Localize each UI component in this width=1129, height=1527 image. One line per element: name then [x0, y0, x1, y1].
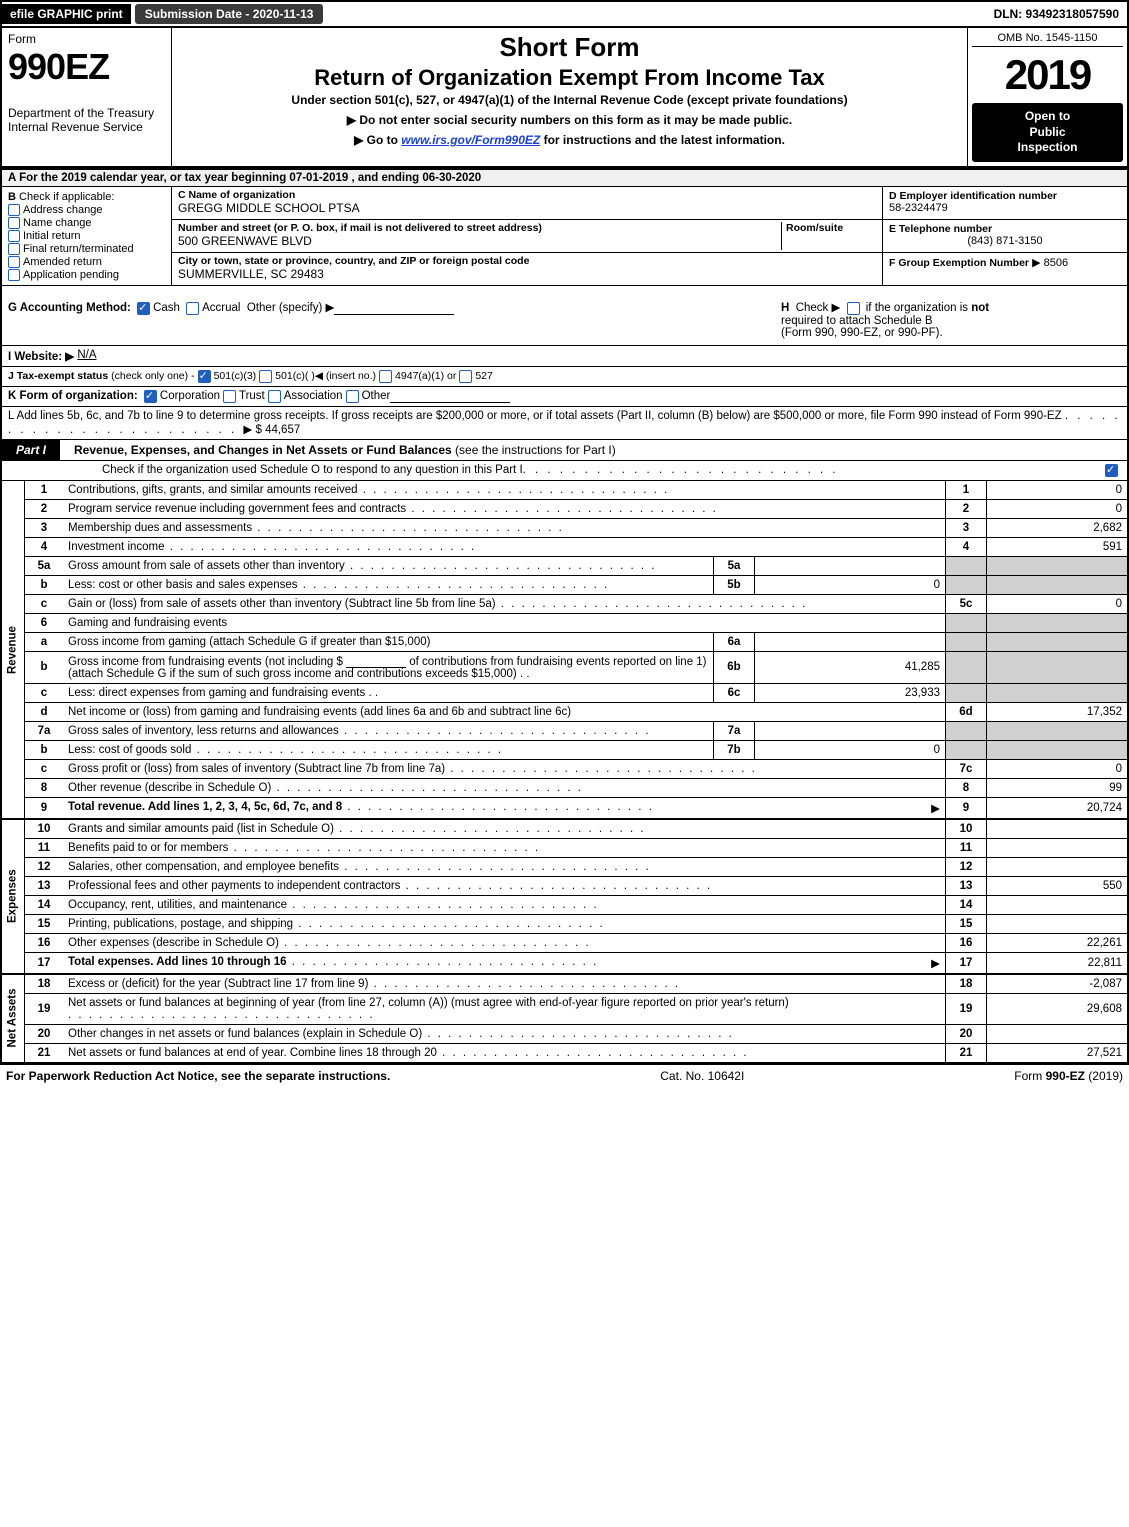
part1-header: Part I Revenue, Expenses, and Changes in…	[0, 440, 1129, 461]
table-row: 19 Net assets or fund balances at beginn…	[1, 993, 1128, 1024]
under-section-text: Under section 501(c), 527, or 4947(a)(1)…	[178, 93, 961, 107]
checkbox-icon[interactable]	[268, 390, 281, 403]
header-left: Form 990EZ Department of the Treasury In…	[2, 28, 172, 166]
revenue-side-label: Revenue	[1, 481, 25, 819]
ein-value: 58-2324479	[889, 202, 1121, 214]
table-row: 9 Total revenue. Add lines 1, 2, 3, 4, 5…	[1, 797, 1128, 819]
submission-date-label: Submission Date - 2020-11-13	[135, 4, 324, 24]
table-row: Net Assets 18 Excess or (deficit) for th…	[1, 974, 1128, 994]
checkbox-icon[interactable]	[379, 370, 392, 383]
table-row: 7a Gross sales of inventory, less return…	[1, 721, 1128, 740]
part1-badge: Part I	[2, 440, 60, 460]
part1-lines-table: Revenue 1 Contributions, gifts, grants, …	[0, 481, 1129, 1063]
tax-period-bar: A For the 2019 calendar year, or tax yea…	[0, 170, 1129, 187]
checkbox-checked-icon[interactable]	[198, 370, 211, 383]
arrow-icon: ▶	[354, 133, 367, 147]
checkbox-icon[interactable]	[8, 243, 20, 255]
header-right: OMB No. 1545-1150 2019 Open to Public In…	[967, 28, 1127, 166]
table-row: c Gross profit or (loss) from sales of i…	[1, 759, 1128, 778]
table-row: 6 Gaming and fundraising events	[1, 613, 1128, 632]
expenses-side-label: Expenses	[1, 819, 25, 974]
arrow-icon: ▶	[347, 113, 360, 127]
goto-instructions: ▶ Go to www.irs.gov/Form990EZ for instru…	[178, 133, 961, 147]
efile-print-label[interactable]: efile GRAPHIC print	[2, 4, 131, 24]
checkbox-icon[interactable]	[259, 370, 272, 383]
omb-number: OMB No. 1545-1150	[972, 32, 1123, 47]
top-bar: efile GRAPHIC print Submission Date - 20…	[0, 0, 1129, 26]
page-footer: For Paperwork Reduction Act Notice, see …	[0, 1063, 1129, 1087]
return-title: Return of Organization Exempt From Incom…	[178, 65, 961, 91]
checkbox-icon[interactable]	[346, 390, 359, 403]
header-center: Short Form Return of Organization Exempt…	[172, 28, 967, 166]
table-row: Revenue 1 Contributions, gifts, grants, …	[1, 481, 1128, 500]
form-header: Form 990EZ Department of the Treasury In…	[0, 26, 1129, 170]
other-org-input[interactable]	[390, 390, 510, 403]
line-l: L Add lines 5b, 6c, and 7b to line 9 to …	[0, 407, 1129, 440]
checkbox-checked-icon[interactable]	[1105, 464, 1118, 477]
table-row: Expenses 10 Grants and similar amounts p…	[1, 819, 1128, 839]
org-city: SUMMERVILLE, SC 29483	[178, 267, 876, 281]
form-word: Form	[8, 32, 165, 46]
checkbox-icon[interactable]	[223, 390, 236, 403]
org-name: GREGG MIDDLE SCHOOL PTSA	[178, 201, 876, 215]
table-row: 17 Total expenses. Add lines 10 through …	[1, 952, 1128, 974]
checkbox-icon[interactable]	[459, 370, 472, 383]
table-row: 20 Other changes in net assets or fund b…	[1, 1024, 1128, 1043]
table-row: b Less: cost of goods sold 7b 0	[1, 740, 1128, 759]
section-b-checkboxes: B Check if applicable: Address change Na…	[2, 187, 172, 286]
table-row: 16 Other expenses (describe in Schedule …	[1, 933, 1128, 952]
checkbox-icon[interactable]	[8, 217, 20, 229]
checkbox-icon[interactable]	[8, 256, 20, 268]
table-row: 4 Investment income 4 591	[1, 537, 1128, 556]
table-row: b Less: cost or other basis and sales ex…	[1, 575, 1128, 594]
table-row: 21 Net assets or fund balances at end of…	[1, 1043, 1128, 1062]
dept-treasury: Department of the Treasury	[8, 106, 165, 120]
table-row: 14 Occupancy, rent, utilities, and maint…	[1, 895, 1128, 914]
org-address: 500 GREENWAVE BLVD	[178, 234, 781, 248]
dln-label: DLN: 93492318057590	[986, 4, 1127, 24]
checkbox-icon[interactable]	[8, 269, 20, 281]
checkbox-checked-icon[interactable]	[137, 302, 150, 315]
meta-block: G Accounting Method: Cash Accrual Other …	[0, 286, 1129, 406]
identity-block: B Check if applicable: Address change Na…	[0, 187, 1129, 287]
table-row: a Gross income from gaming (attach Sched…	[1, 632, 1128, 651]
checkbox-icon[interactable]	[8, 230, 20, 242]
checkbox-icon[interactable]	[847, 302, 860, 315]
checkbox-icon[interactable]	[186, 302, 199, 315]
ssn-warning: ▶ Do not enter social security numbers o…	[178, 113, 961, 127]
section-c-org: C Name of organization GREGG MIDDLE SCHO…	[172, 187, 882, 286]
other-method-input[interactable]	[334, 302, 454, 315]
section-d-e-f: D Employer identification number 58-2324…	[882, 187, 1127, 286]
table-row: 11 Benefits paid to or for members 11	[1, 838, 1128, 857]
irs-label: Internal Revenue Service	[8, 120, 165, 134]
netassets-side-label: Net Assets	[1, 974, 25, 1063]
cat-number: Cat. No. 10642I	[660, 1069, 744, 1083]
table-row: 2 Program service revenue including gove…	[1, 499, 1128, 518]
table-row: 12 Salaries, other compensation, and emp…	[1, 857, 1128, 876]
table-row: b Gross income from fundraising events (…	[1, 651, 1128, 683]
form-name: 990EZ	[8, 46, 165, 88]
paperwork-notice: For Paperwork Reduction Act Notice, see …	[6, 1069, 390, 1083]
checkbox-checked-icon[interactable]	[144, 390, 157, 403]
part1-check-row: Check if the organization used Schedule …	[0, 461, 1129, 481]
table-row: 13 Professional fees and other payments …	[1, 876, 1128, 895]
table-row: 3 Membership dues and assessments 3 2,68…	[1, 518, 1128, 537]
checkbox-icon[interactable]	[8, 204, 20, 216]
table-row: d Net income or (loss) from gaming and f…	[1, 702, 1128, 721]
open-to-public-badge: Open to Public Inspection	[972, 103, 1123, 162]
gross-receipts-value: $ 44,657	[255, 424, 300, 436]
table-row: 5a Gross amount from sale of assets othe…	[1, 556, 1128, 575]
table-row: c Less: direct expenses from gaming and …	[1, 683, 1128, 702]
short-form-title: Short Form	[178, 32, 961, 63]
table-row: 8 Other revenue (describe in Schedule O)…	[1, 778, 1128, 797]
group-exemption-value: 8506	[1044, 257, 1068, 269]
form-ref: Form 990-EZ (2019)	[1014, 1069, 1123, 1083]
table-row: c Gain or (loss) from sale of assets oth…	[1, 594, 1128, 613]
website-value: N/A	[77, 349, 96, 363]
table-row: 15 Printing, publications, postage, and …	[1, 914, 1128, 933]
tax-year: 2019	[972, 51, 1123, 99]
phone-value: (843) 871-3150	[889, 235, 1121, 247]
irs-link[interactable]: www.irs.gov/Form990EZ	[401, 133, 540, 147]
contrib-amount-input[interactable]	[346, 655, 406, 668]
